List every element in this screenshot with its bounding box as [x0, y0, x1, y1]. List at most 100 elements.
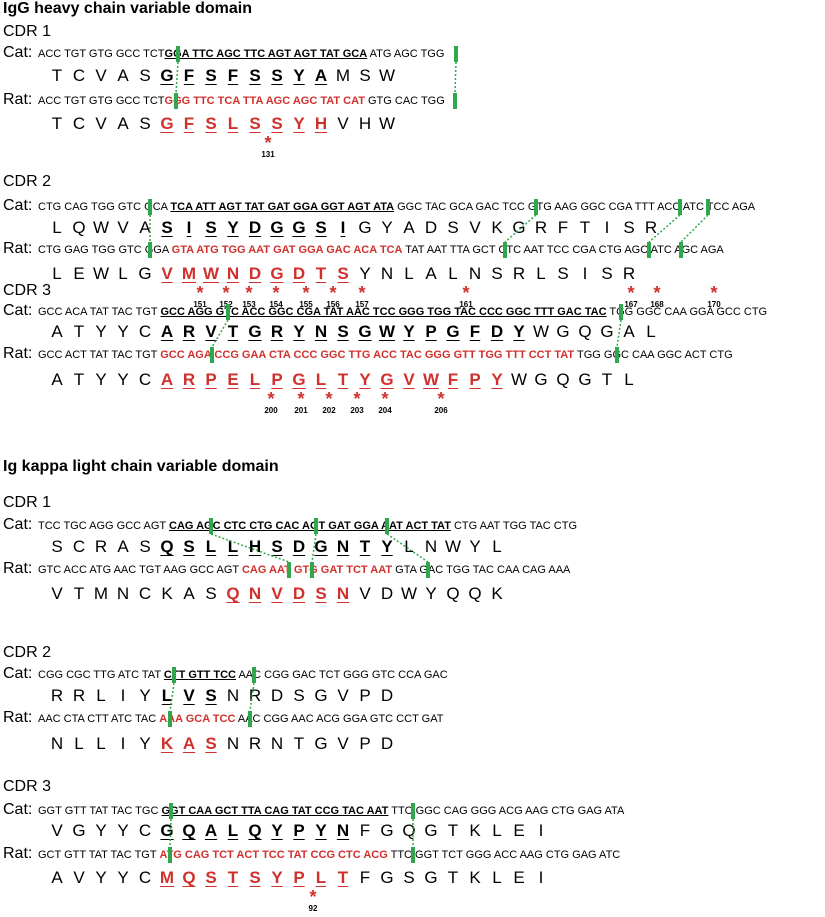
- residue: D: [292, 537, 306, 556]
- residue: W: [92, 218, 110, 237]
- residue: S: [557, 264, 569, 283]
- residue: N: [226, 686, 240, 705]
- residue: Q: [248, 821, 262, 840]
- nt-framework: GTG CAC TGG: [364, 95, 445, 107]
- residue: Q: [182, 821, 196, 840]
- alignment-bar: [534, 199, 538, 215]
- nt-cdr: ATG CAG TCT ACT TCC TAT CCG CTC ACG: [159, 849, 388, 861]
- alignment-bar: [453, 93, 457, 109]
- residue: V: [73, 868, 85, 887]
- light-cdr3-rat-label: Rat:: [3, 845, 33, 862]
- residue: N: [336, 537, 350, 556]
- alignment-bar: [647, 242, 651, 258]
- residue: Y: [271, 868, 283, 887]
- heavy-cdr2-mark-star: *: [222, 283, 230, 303]
- residue: V: [95, 114, 107, 133]
- residue: T: [73, 370, 85, 389]
- residue: N: [226, 734, 240, 753]
- light-cdr3-rat-nucleotides: GCT GTT TAT TAC TGT ATG CAG TCT ACT TCC …: [38, 849, 620, 861]
- residue: R: [248, 734, 262, 753]
- heavy-cdr3-mark-star: *: [325, 389, 333, 409]
- residue: T: [447, 821, 459, 840]
- heavy-cdr3-rat-nucleotides: GCC ACT TAT TAC TGT GCC AGA CCG GAA CTA …: [38, 349, 733, 361]
- residue: Y: [315, 821, 327, 840]
- nt-framework: GCC ACA TAT TAC TGT: [38, 306, 161, 318]
- nt-framework: GGT GTT TAT TAC TGC: [38, 805, 162, 817]
- light-chain-heading: Ig kappa light chain variable domain: [3, 458, 279, 475]
- residue: W: [378, 66, 396, 85]
- heavy-cdr2-mark-number: 152: [219, 300, 233, 309]
- nt-framework: GCT GTT TAT TAC TGT: [38, 849, 160, 861]
- residue: C: [138, 584, 152, 603]
- residue: T: [359, 537, 371, 556]
- residue: D: [248, 218, 262, 237]
- nt-framework: TTC GGC CAG GGG ACG AAG CTG GAG ATA: [388, 805, 625, 817]
- residue: V: [117, 218, 129, 237]
- heavy-cdr2-mark-number: 156: [326, 300, 340, 309]
- alignment-connector: [169, 818, 172, 848]
- residue: D: [380, 734, 394, 753]
- residue: A: [117, 537, 129, 556]
- residue: L: [205, 537, 217, 556]
- nt-cdr: TCA ATT AGT TAT GAT GGA GGT AGT ATA: [170, 201, 395, 213]
- heavy-cdr1-cat-label: Cat:: [3, 44, 33, 61]
- residue: A: [51, 370, 63, 389]
- nt-framework: ATG AGC TGG: [367, 48, 445, 60]
- residue: M: [93, 584, 109, 603]
- alignment-bar: [168, 711, 172, 727]
- residue: A: [51, 868, 63, 887]
- nt-framework: TGG GGC CAA GGC ACT CTG: [574, 349, 733, 361]
- residue: S: [205, 686, 217, 705]
- residue: L: [315, 370, 327, 389]
- residue: Y: [425, 584, 437, 603]
- residue: R: [270, 322, 284, 341]
- heavy-cdr1-mark-star: *: [264, 133, 272, 153]
- nt-framework: GGC TAC GCA GAC TCC GTG AAG GGC CGA TTT …: [394, 201, 756, 213]
- nt-framework: GTC ACC ATG AAC TGT AAG GCC AGT: [38, 564, 242, 576]
- residue: F: [447, 370, 459, 389]
- residue: G: [160, 114, 174, 133]
- light-cdr1-rat-nucleotides: GTC ACC ATG AAC TGT AAG GCC AGT CAG AAT …: [38, 564, 570, 576]
- nt-cdr: GCC AGA CCG GAA CTA CCC GGC TTG ACC TAC …: [160, 349, 575, 361]
- heavy-cdr2-cat-label: Cat:: [3, 197, 33, 214]
- nt-cdr: GTA ATG TGG AAT GAT GGA GAC ACA TCA: [171, 244, 403, 256]
- heavy-cdr2-rat-label: Rat:: [3, 240, 33, 257]
- alignment-bar: [226, 304, 230, 320]
- residue: S: [359, 66, 371, 85]
- nt-framework: AAC CTA CTT ATC TAC: [38, 713, 160, 725]
- residue: K: [160, 734, 174, 753]
- residue: D: [292, 584, 306, 603]
- residue: V: [161, 264, 173, 283]
- heavy-cdr2-mark-star: *: [627, 283, 635, 303]
- nt-cdr: GGT CAA GCT TTA CAG TAT CCG TAC AAT: [161, 805, 389, 817]
- residue: A: [204, 821, 218, 840]
- heavy-cdr2-mark-star: *: [653, 283, 661, 303]
- residue: Q: [72, 218, 86, 237]
- alignment-bar: [148, 242, 152, 258]
- residue: G: [446, 322, 460, 341]
- residue: V: [51, 821, 63, 840]
- nt-framework: TAT AAT TTA GCT CTC AAT TCC CGA CTG AGC …: [402, 244, 724, 256]
- heavy-cdr3-mark-number: 202: [322, 406, 336, 415]
- nt-framework: CTG GAG TGG GTC GGA: [38, 244, 172, 256]
- residue: Y: [359, 264, 371, 283]
- alignment-connector: [648, 214, 681, 243]
- residue: C: [138, 821, 152, 840]
- residue: V: [337, 114, 349, 133]
- heavy-chain-heading: IgG heavy chain variable domain: [3, 0, 252, 17]
- nt-framework: CTG CAG TGG GTC GCA: [38, 201, 171, 213]
- heavy-cdr2-label: CDR 2: [3, 173, 52, 190]
- residue: L: [118, 264, 128, 283]
- heavy-cdr2-mark-number: 161: [459, 300, 473, 309]
- heavy-cdr2-mark-star: *: [245, 283, 253, 303]
- alignment-connector: [211, 319, 229, 348]
- residue: S: [139, 537, 151, 556]
- residue: V: [271, 584, 283, 603]
- nt-cdr: GGA TTC AGC TTC AGT AGT TAT GCA: [164, 48, 368, 60]
- residue: R: [534, 218, 548, 237]
- residue: A: [425, 264, 437, 283]
- residue: C: [138, 868, 152, 887]
- residue: Y: [117, 322, 129, 341]
- heavy-cdr2-mark-star: *: [302, 283, 310, 303]
